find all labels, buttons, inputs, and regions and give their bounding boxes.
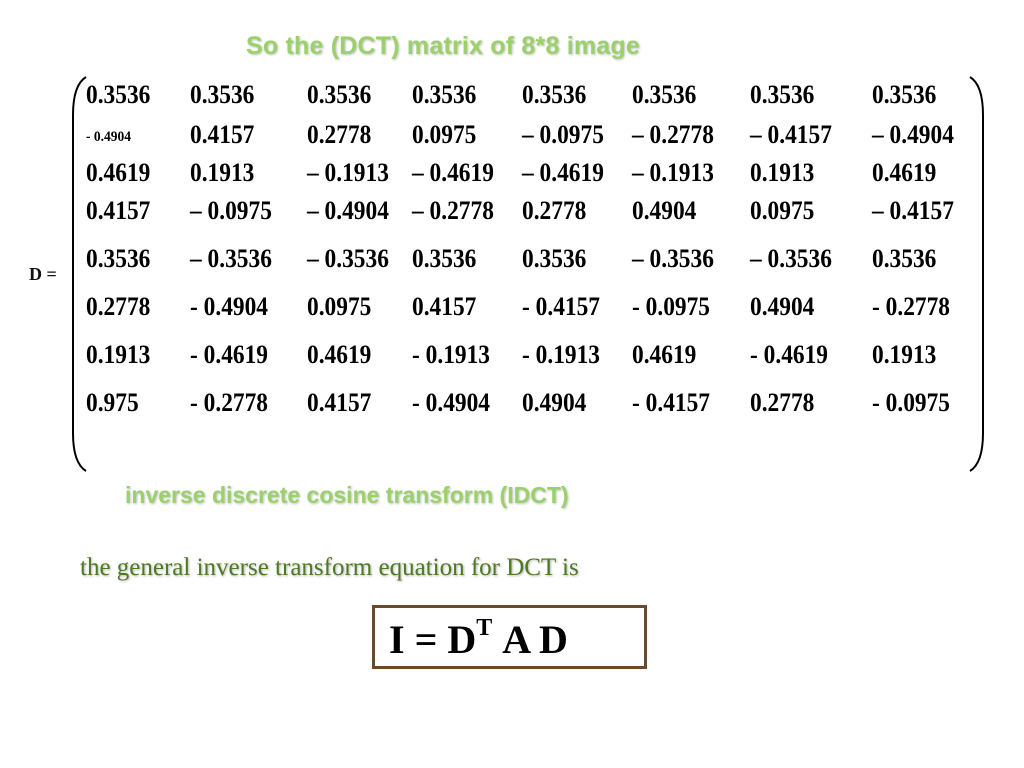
equation-superscript: T bbox=[476, 615, 493, 641]
general-equation-text: the general inverse transform equation f… bbox=[80, 554, 579, 581]
matrix-cell: 0.4619 bbox=[632, 340, 697, 369]
matrix-cell: - 0.2778 bbox=[190, 388, 269, 417]
matrix-cell: - 0.4619 bbox=[750, 340, 829, 369]
dct-matrix: 0.3536 0.3536 0.3536 0.3536 0.3536 0.3536 0.35… bbox=[82, 78, 974, 418]
matrix-cell: – 0.2778 bbox=[632, 120, 714, 149]
matrix-cell: - 0.4157 bbox=[632, 388, 711, 417]
matrix-cell: 0.1913 bbox=[750, 158, 815, 187]
matrix-cell: - 0.0975 bbox=[872, 388, 951, 417]
matrix-cell: 0.3536 bbox=[750, 80, 815, 109]
matrix-cell: – 0.1913 bbox=[307, 158, 389, 187]
slide-title: So the (DCT) matrix of 8*8 image bbox=[246, 32, 640, 60]
matrix-cell: – 0.0975 bbox=[190, 196, 272, 225]
matrix-cell: – 0.4619 bbox=[522, 158, 604, 187]
matrix-cell: 0.0975 bbox=[307, 292, 372, 321]
matrix-cell: - 0.1913 bbox=[412, 340, 491, 369]
equation-box: I = DT A D bbox=[372, 605, 647, 669]
matrix-cell: - 0.4619 bbox=[190, 340, 269, 369]
matrix-cell: – 0.3536 bbox=[190, 244, 272, 273]
matrix-cell: – 0.3536 bbox=[632, 244, 714, 273]
matrix-cell: 0.3536 bbox=[86, 244, 151, 273]
matrix-cell: – 0.4157 bbox=[750, 120, 832, 149]
matrix-cell: – 0.2778 bbox=[412, 196, 494, 225]
matrix-cell: 0.2778 bbox=[307, 120, 372, 149]
matrix-cell: 0.4619 bbox=[307, 340, 372, 369]
matrix-cell: - 0.4904 bbox=[412, 388, 491, 417]
matrix-cell: 0.3536 bbox=[412, 244, 477, 273]
matrix-cell: – 0.4904 bbox=[307, 196, 389, 225]
matrix-cell: 0.4157 bbox=[412, 292, 477, 321]
matrix-cell: 0.4157 bbox=[307, 388, 372, 417]
matrix-cell: 0.3536 bbox=[872, 80, 937, 109]
matrix-cell: 0.2778 bbox=[750, 388, 815, 417]
matrix-cell: – 0.4157 bbox=[872, 196, 954, 225]
matrix-cell: – 0.4904 bbox=[872, 120, 954, 149]
matrix-cell: - 0.4157 bbox=[522, 292, 601, 321]
matrix-cell: 0.0975 bbox=[412, 120, 477, 149]
matrix-cell: – 0.0975 bbox=[522, 120, 604, 149]
matrix-cell: - 0.1913 bbox=[522, 340, 601, 369]
matrix-cell: 0.3536 bbox=[190, 80, 255, 109]
matrix-cell: 0.3536 bbox=[412, 80, 477, 109]
right-bracket bbox=[968, 75, 986, 473]
matrix-cell: - 0.4904 bbox=[190, 292, 269, 321]
matrix-cell: 0.4619 bbox=[872, 158, 937, 187]
matrix-cell: - 0.2778 bbox=[872, 292, 951, 321]
matrix-cell: - 0.0975 bbox=[632, 292, 711, 321]
matrix-cell: 0.3536 bbox=[522, 244, 587, 273]
matrix-cell: - 0.4904 bbox=[86, 129, 131, 145]
matrix-cell: – 0.3536 bbox=[750, 244, 832, 273]
matrix-cell: 0.1913 bbox=[86, 340, 151, 369]
matrix-cell: 0.0975 bbox=[750, 196, 815, 225]
matrix-cell: 0.4157 bbox=[86, 196, 151, 225]
matrix-cell: 0.3536 bbox=[522, 80, 587, 109]
matrix-cell: 0.3536 bbox=[632, 80, 697, 109]
matrix-cell: – 0.4619 bbox=[412, 158, 494, 187]
equation-lhs: I = D bbox=[389, 617, 477, 662]
matrix-label: D = bbox=[29, 264, 57, 284]
matrix-cell: 0.4157 bbox=[190, 120, 255, 149]
left-bracket bbox=[70, 75, 88, 473]
equation-rhs: A D bbox=[502, 617, 568, 662]
matrix-cell: – 0.3536 bbox=[307, 244, 389, 273]
matrix-cell: 0.1913 bbox=[872, 340, 937, 369]
matrix-cell: 0.4904 bbox=[522, 388, 587, 417]
matrix-cell: 0.3536 bbox=[86, 80, 151, 109]
matrix-cell: 0.975 bbox=[86, 388, 139, 417]
idct-subtitle: inverse discrete cosine transform (IDCT) bbox=[125, 482, 569, 508]
matrix-cell: 0.3536 bbox=[872, 244, 937, 273]
matrix-cell: 0.4904 bbox=[632, 196, 697, 225]
matrix-cell: 0.1913 bbox=[190, 158, 255, 187]
equation: I = DT A D bbox=[389, 614, 568, 664]
matrix-cell: 0.2778 bbox=[522, 196, 587, 225]
matrix-cell: 0.2778 bbox=[86, 292, 151, 321]
matrix-cell: – 0.1913 bbox=[632, 158, 714, 187]
matrix-cell: 0.4619 bbox=[86, 158, 151, 187]
matrix-cell: 0.4904 bbox=[750, 292, 815, 321]
matrix-cell: 0.3536 bbox=[307, 80, 372, 109]
